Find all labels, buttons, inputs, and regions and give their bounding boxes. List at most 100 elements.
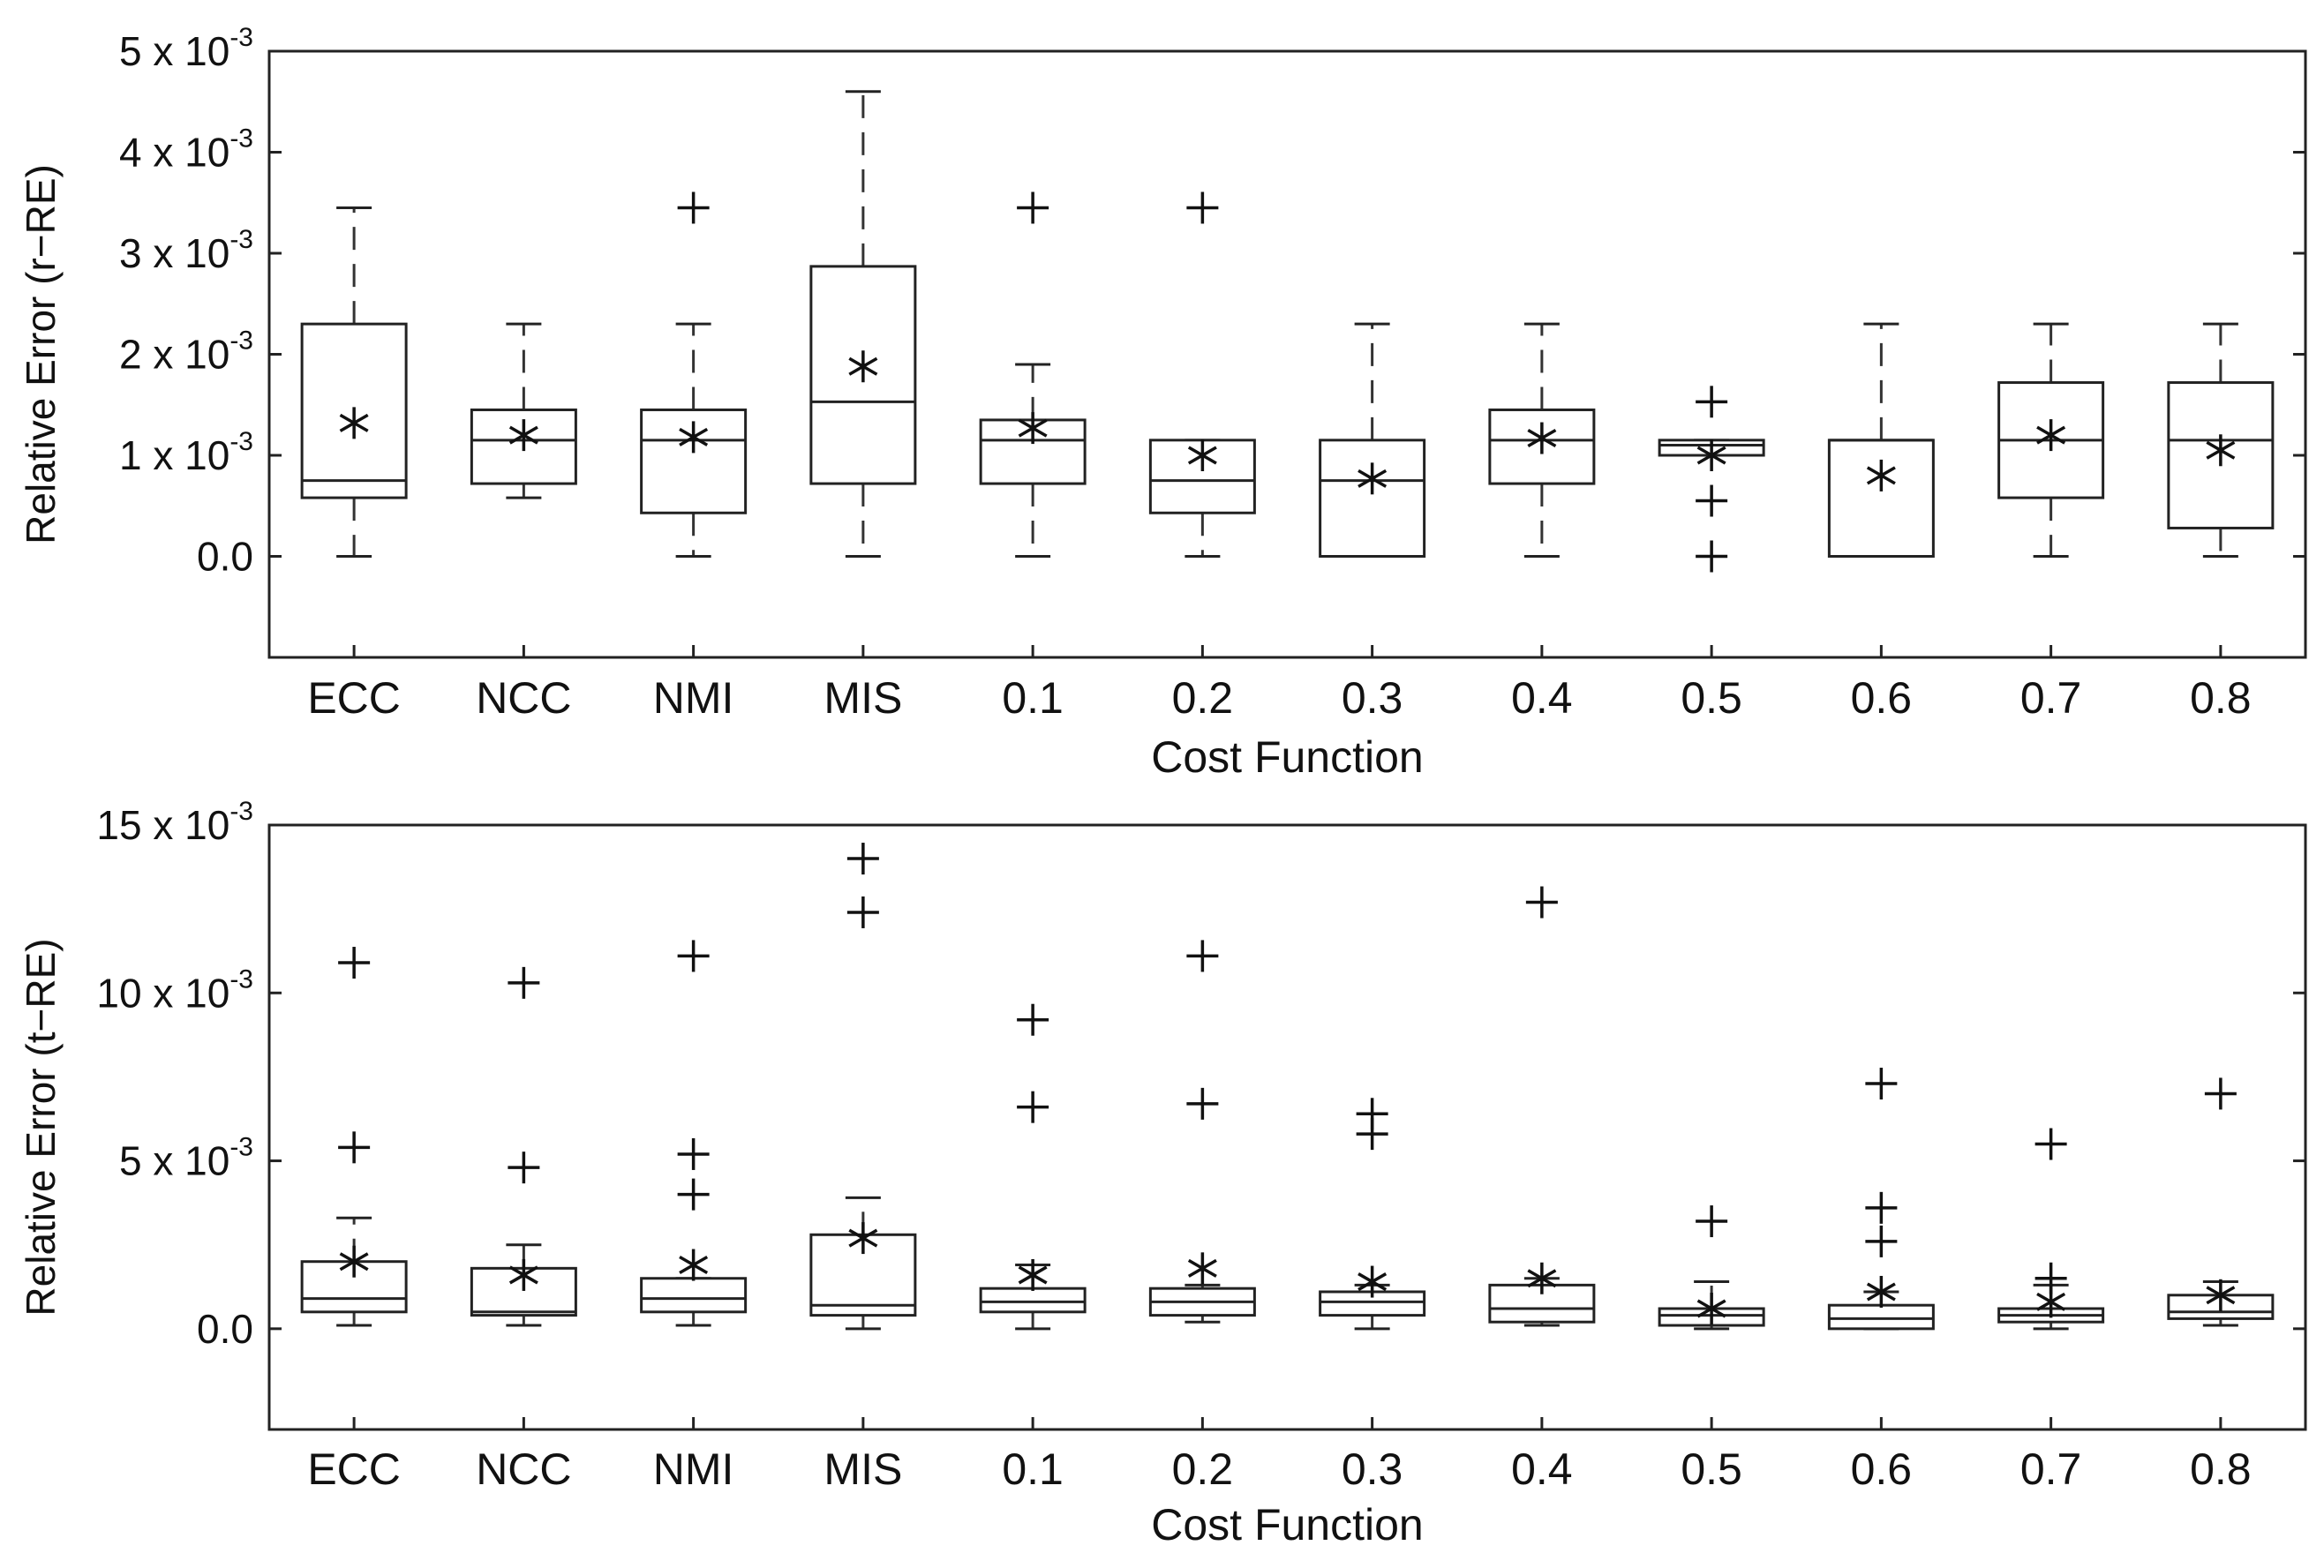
x-tick-label: 0.6 bbox=[1851, 673, 1913, 723]
box-MIS bbox=[809, 90, 917, 558]
outlier-marker bbox=[1017, 191, 1049, 224]
box-0.3 bbox=[1319, 322, 1426, 559]
box-0.5 bbox=[1658, 386, 1765, 573]
x-tick-label: NMI bbox=[653, 1444, 734, 1494]
mean-marker bbox=[1018, 412, 1048, 445]
y-tick-label: 0.0 bbox=[197, 1306, 253, 1352]
outlier-marker bbox=[1865, 1191, 1898, 1224]
x-axis-title: Cost Function bbox=[1151, 1500, 1423, 1549]
outlier-marker bbox=[846, 843, 879, 875]
y-tick-label: 0.0 bbox=[197, 534, 253, 580]
mean-marker bbox=[2206, 434, 2236, 467]
y-tick-label: 4 x 10-3 bbox=[119, 124, 253, 176]
chart-panel-2: 0.0 5 x 10-3 10 x 10-3 15 x 10-3 ECC NCC NMI MI… bbox=[18, 797, 2307, 1549]
mean-marker bbox=[1696, 1293, 1726, 1324]
mean-marker bbox=[848, 350, 878, 383]
outlier-marker bbox=[1696, 386, 1728, 418]
outlier-marker bbox=[1017, 1003, 1049, 1036]
y-axis-title: Relative Error (r−RE) bbox=[18, 164, 64, 544]
mean-marker bbox=[1866, 1275, 1896, 1308]
mean-marker bbox=[679, 421, 709, 454]
box-0.6 bbox=[1827, 1068, 1935, 1331]
box-ECC bbox=[300, 947, 408, 1327]
box-0.5 bbox=[1658, 1205, 1765, 1331]
mean-marker bbox=[2036, 419, 2066, 452]
box-ECC bbox=[300, 206, 408, 558]
outlier-marker bbox=[338, 947, 371, 979]
outlier-marker bbox=[2034, 1262, 2067, 1294]
outlier-marker bbox=[2204, 1077, 2237, 1110]
outlier-marker bbox=[1186, 1087, 1219, 1120]
box-0.8 bbox=[2167, 322, 2275, 558]
iqr-box bbox=[979, 1287, 1087, 1314]
outlier-marker bbox=[338, 1131, 371, 1164]
box-0.3 bbox=[1319, 1098, 1426, 1331]
outlier-marker bbox=[1865, 1068, 1898, 1100]
box-0.7 bbox=[1997, 1128, 2105, 1331]
box-0.7 bbox=[1997, 322, 2105, 558]
plot-frame bbox=[267, 49, 2307, 659]
iqr-box bbox=[1319, 439, 1426, 559]
box-0.1 bbox=[979, 1003, 1087, 1331]
x-tick-label: ECC bbox=[307, 673, 401, 723]
outlier-marker bbox=[1186, 191, 1219, 224]
x-tick-label: MIS bbox=[824, 1444, 902, 1494]
mean-marker bbox=[339, 1245, 369, 1278]
box-NCC bbox=[470, 322, 577, 499]
x-tick-label: 0.7 bbox=[2020, 1444, 2082, 1494]
mean-marker bbox=[1358, 1265, 1388, 1298]
mean-marker bbox=[1358, 462, 1388, 495]
mean-marker bbox=[508, 419, 538, 452]
box-0.2 bbox=[1148, 191, 1256, 558]
y-tick-label: 10 x 10-3 bbox=[96, 964, 253, 1016]
box-0.2 bbox=[1148, 940, 1256, 1324]
y-tick-label: 3 x 10-3 bbox=[119, 225, 253, 276]
x-tick-label: 0.4 bbox=[1511, 1444, 1573, 1494]
mean-marker bbox=[1527, 422, 1557, 454]
y-tick-label: 5 x 10-3 bbox=[119, 1133, 253, 1184]
x-tick-label: 0.4 bbox=[1511, 673, 1573, 723]
box-NMI bbox=[640, 940, 748, 1327]
x-tick-label: NCC bbox=[476, 1444, 571, 1494]
x-tick-label: 0.2 bbox=[1172, 673, 1234, 723]
outlier-marker bbox=[1525, 886, 1558, 919]
plot-frame bbox=[267, 823, 2307, 1431]
box-0.4 bbox=[1488, 886, 1596, 1327]
x-axis-title: Cost Function bbox=[1151, 732, 1423, 782]
y-tick-label: 15 x 10-3 bbox=[96, 797, 253, 848]
outlier-marker bbox=[1696, 1205, 1728, 1238]
iqr-box bbox=[640, 1277, 748, 1314]
mean-marker bbox=[339, 407, 369, 439]
mean-marker bbox=[1527, 1262, 1557, 1294]
box-0.8 bbox=[2167, 1077, 2275, 1327]
x-tick-label: 0.5 bbox=[1681, 1444, 1742, 1494]
x-tick-label: 0.8 bbox=[2190, 1444, 2252, 1494]
x-tick-label: 0.1 bbox=[1002, 1444, 1064, 1494]
outlier-marker bbox=[1017, 1091, 1049, 1123]
outlier-marker bbox=[1356, 1098, 1388, 1130]
mean-marker bbox=[848, 1222, 878, 1255]
box-0.1 bbox=[979, 191, 1087, 558]
outlier-marker bbox=[677, 940, 710, 972]
chart-panel-1: 0.0 1 x 10-3 2 x 10-3 3 x 10-3 4 x 10-3 5 x 1… bbox=[18, 23, 2307, 782]
outlier-marker bbox=[2034, 1128, 2067, 1160]
mean-marker bbox=[1018, 1258, 1048, 1291]
y-axis-title: Relative Error (t−RE) bbox=[18, 938, 64, 1316]
x-tick-label: ECC bbox=[307, 1444, 401, 1494]
mean-marker bbox=[508, 1258, 538, 1291]
outlier-marker bbox=[677, 1137, 710, 1170]
x-tick-label: 0.2 bbox=[1172, 1444, 1234, 1494]
x-tick-label: 0.3 bbox=[1342, 673, 1403, 723]
mean-marker bbox=[1187, 439, 1217, 471]
x-tick-label: MIS bbox=[824, 673, 902, 723]
y-tick-label: 5 x 10-3 bbox=[119, 23, 253, 74]
outlier-marker bbox=[1186, 940, 1219, 972]
mean-marker bbox=[1696, 439, 1726, 471]
outlier-marker bbox=[1696, 484, 1728, 517]
mean-marker bbox=[1866, 459, 1896, 491]
box-NCC bbox=[470, 966, 577, 1327]
mean-marker bbox=[679, 1249, 709, 1281]
x-tick-label: 0.7 bbox=[2020, 673, 2082, 723]
